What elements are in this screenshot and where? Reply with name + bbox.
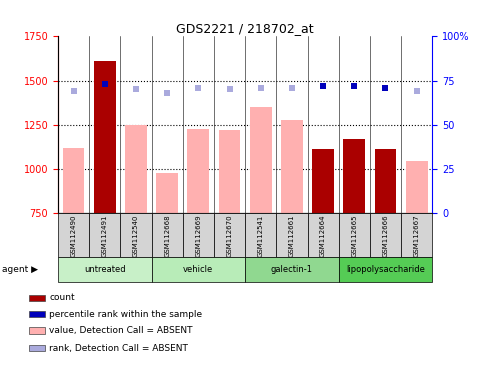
Text: GSM112665: GSM112665	[351, 214, 357, 257]
Bar	[339, 213, 370, 257]
Bar	[94, 61, 115, 213]
Bar	[406, 161, 427, 213]
Text: galectin-1: galectin-1	[271, 265, 313, 274]
Bar	[89, 213, 120, 257]
Text: GSM112491: GSM112491	[102, 214, 108, 257]
Bar	[370, 213, 401, 257]
Text: value, Detection Call = ABSENT: value, Detection Call = ABSENT	[49, 326, 193, 335]
Text: GSM112541: GSM112541	[258, 214, 264, 257]
Text: vehicle: vehicle	[183, 265, 213, 274]
Bar	[28, 311, 44, 317]
Text: GSM112661: GSM112661	[289, 214, 295, 257]
Bar	[375, 149, 397, 213]
Text: GSM112540: GSM112540	[133, 214, 139, 257]
Bar	[245, 257, 339, 282]
Bar	[343, 139, 365, 213]
Text: count: count	[49, 293, 75, 302]
Bar	[250, 107, 271, 213]
Text: GSM112670: GSM112670	[227, 214, 232, 257]
Text: GSM112667: GSM112667	[413, 214, 420, 257]
Bar	[276, 213, 308, 257]
Bar	[308, 213, 339, 257]
Text: rank, Detection Call = ABSENT: rank, Detection Call = ABSENT	[49, 344, 188, 353]
Bar	[219, 130, 241, 213]
Text: lipopolysaccharide: lipopolysaccharide	[346, 265, 425, 274]
Bar	[281, 121, 303, 213]
Text: GSM112664: GSM112664	[320, 214, 326, 257]
Text: agent ▶: agent ▶	[2, 265, 39, 274]
Bar	[120, 213, 152, 257]
Bar	[312, 149, 334, 213]
Bar	[339, 257, 432, 282]
Bar	[152, 213, 183, 257]
Text: GSM112666: GSM112666	[383, 214, 388, 257]
Bar	[214, 213, 245, 257]
Bar	[152, 257, 245, 282]
Title: GDS2221 / 218702_at: GDS2221 / 218702_at	[176, 22, 314, 35]
Text: GSM112669: GSM112669	[195, 214, 201, 257]
Bar	[63, 148, 85, 213]
Bar	[187, 129, 209, 213]
Bar	[28, 345, 44, 351]
Text: GSM112668: GSM112668	[164, 214, 170, 257]
Bar	[401, 213, 432, 257]
Bar	[28, 295, 44, 301]
Bar	[183, 213, 214, 257]
Text: GSM112490: GSM112490	[71, 214, 77, 257]
Bar	[125, 125, 147, 213]
Bar	[58, 257, 152, 282]
Bar	[28, 327, 44, 334]
Text: untreated: untreated	[84, 265, 126, 274]
Text: percentile rank within the sample: percentile rank within the sample	[49, 310, 202, 319]
Bar	[156, 174, 178, 213]
Bar	[245, 213, 276, 257]
Bar	[58, 213, 89, 257]
